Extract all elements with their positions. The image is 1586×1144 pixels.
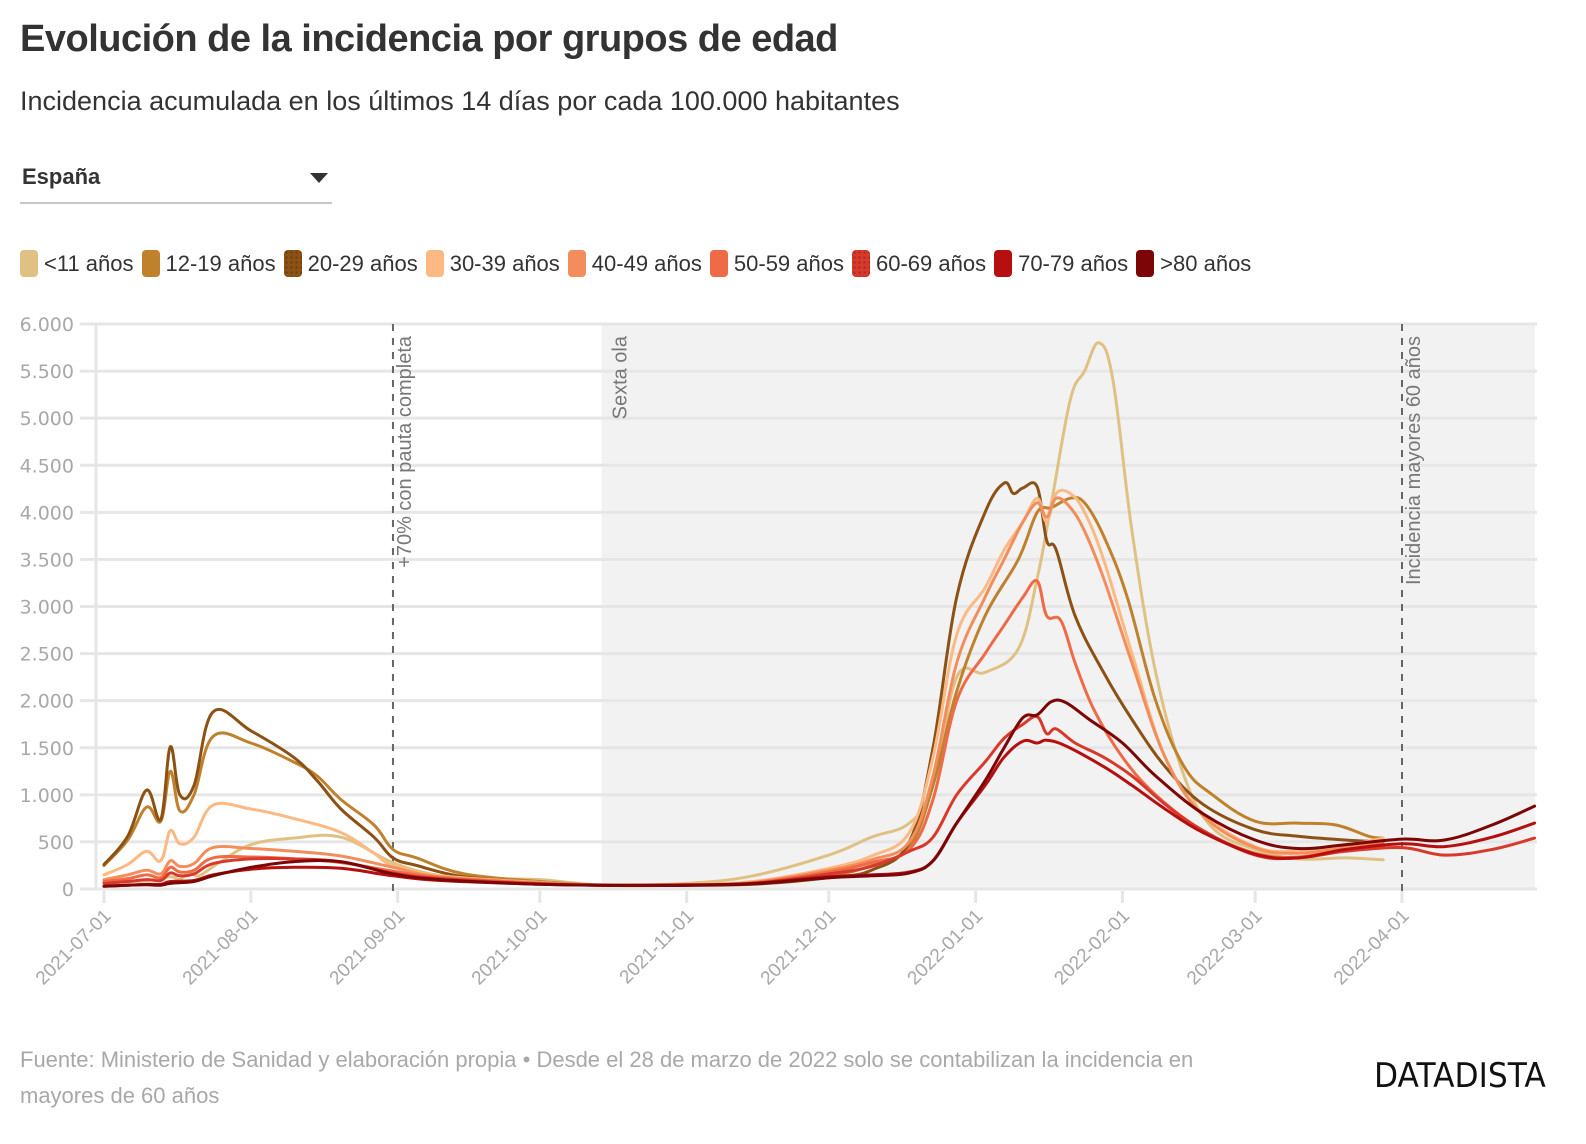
legend-item[interactable]: 12-19 años <box>141 250 276 277</box>
annotation-label: +70% con pauta completa <box>394 335 416 568</box>
legend-item[interactable]: 30-39 años <box>425 250 560 277</box>
series-line-40-49-a-os[interactable] <box>102 496 1385 887</box>
legend-item[interactable]: 70-79 años <box>994 250 1128 277</box>
x-tick-label: 2022-04-01 <box>1330 906 1414 990</box>
legend-label: 50-59 años <box>733 250 844 276</box>
y-tick-label: 3.000 <box>20 597 74 619</box>
y-tick-label: 4.500 <box>20 455 74 477</box>
brand-logo: DATADISTA <box>1374 1056 1546 1096</box>
y-tick-label: 5.000 <box>20 408 74 430</box>
y-tick-label: 2.000 <box>20 691 74 713</box>
x-tick-label: 2021-12-01 <box>757 906 841 990</box>
legend-label: 20-29 años <box>307 250 418 276</box>
legend-swatch <box>709 250 728 277</box>
legend-item[interactable]: <11 años <box>20 250 134 277</box>
legend-swatch <box>851 250 870 277</box>
series-line-30-39-a-os[interactable] <box>102 488 1385 887</box>
y-tick-label: 5.500 <box>20 361 74 383</box>
region-dropdown[interactable]: España <box>20 160 332 204</box>
legend-item[interactable]: 60-69 años <box>851 250 987 277</box>
legend-item[interactable]: 40-49 años <box>567 250 702 277</box>
series-lines <box>102 341 1537 888</box>
legend-label: 70-79 años <box>1018 250 1129 276</box>
x-tick-label: 2022-02-01 <box>1050 906 1134 990</box>
y-tick-label: 0 <box>62 879 74 901</box>
annotation-label: Sexta ola <box>609 335 631 419</box>
x-tick-label: 2021-09-01 <box>326 906 410 990</box>
y-tick-label: 3.500 <box>20 549 74 571</box>
series-line-12-19-a-os[interactable] <box>102 496 1385 888</box>
legend-label: 12-19 años <box>165 250 276 276</box>
y-tick-label: 2.500 <box>20 644 74 666</box>
legend-swatch <box>283 250 302 277</box>
y-tick-label: 1.500 <box>20 738 74 760</box>
legend-swatch <box>20 250 38 277</box>
legend-label: 60-69 años <box>875 250 987 276</box>
legend-swatch <box>141 250 160 277</box>
chart-subtitle: Incidencia acumulada en los últimos 14 d… <box>20 86 900 116</box>
chart-canvas: 0 500 1.000 1.500 2.000 2.500 3.000 3.500 4.000 4… <box>20 314 1537 990</box>
annotations: +70% con pauta completa Sexta ola Incidenc… <box>391 324 1425 891</box>
legend-swatch <box>567 250 586 277</box>
x-tick-label: 2021-10-01 <box>468 906 552 990</box>
legend-item[interactable]: >80 años <box>1136 250 1251 277</box>
x-tick-label: 2022-01-01 <box>904 906 988 990</box>
x-tick-label: 2021-08-01 <box>179 906 263 990</box>
series-line-50-59-a-os[interactable] <box>102 578 1385 887</box>
x-tick-label: 2021-07-01 <box>32 906 116 990</box>
legend: <11 años 12-19 años 20-29 años 30-39 años 40… <box>20 250 1259 277</box>
series-line-80-a-os[interactable] <box>102 698 1537 888</box>
caret-down-icon[interactable] <box>310 173 328 183</box>
legend-swatch <box>1136 250 1155 277</box>
y-tick-label: 500 <box>38 832 74 854</box>
legend-swatch <box>994 250 1013 277</box>
gridlines <box>80 322 1537 891</box>
annotation-label: Incidencia mayores 60 años <box>1403 336 1425 585</box>
y-tick-label: 4.000 <box>20 502 74 524</box>
x-tick-label: 2021-11-01 <box>616 906 699 989</box>
chart-title: Evolución de la incidencia por grupos de… <box>20 18 838 60</box>
x-tick-label: 2022-03-01 <box>1183 906 1267 990</box>
region-dropdown-value: España <box>22 164 101 189</box>
legend-item[interactable]: 20-29 años <box>283 250 418 277</box>
legend-label: 40-49 años <box>591 250 702 276</box>
y-tick-label: 6.000 <box>20 314 74 336</box>
legend-label: <11 años <box>44 250 134 276</box>
legend-label: >80 años <box>1160 250 1252 276</box>
legend-swatch <box>425 250 444 277</box>
footer-source: Fuente: Ministerio de Sanidad y elaborac… <box>20 1047 1194 1108</box>
legend-label: 30-39 años <box>449 250 560 276</box>
y-tick-label: 1.000 <box>20 785 74 807</box>
legend-item[interactable]: 50-59 años <box>709 250 844 277</box>
